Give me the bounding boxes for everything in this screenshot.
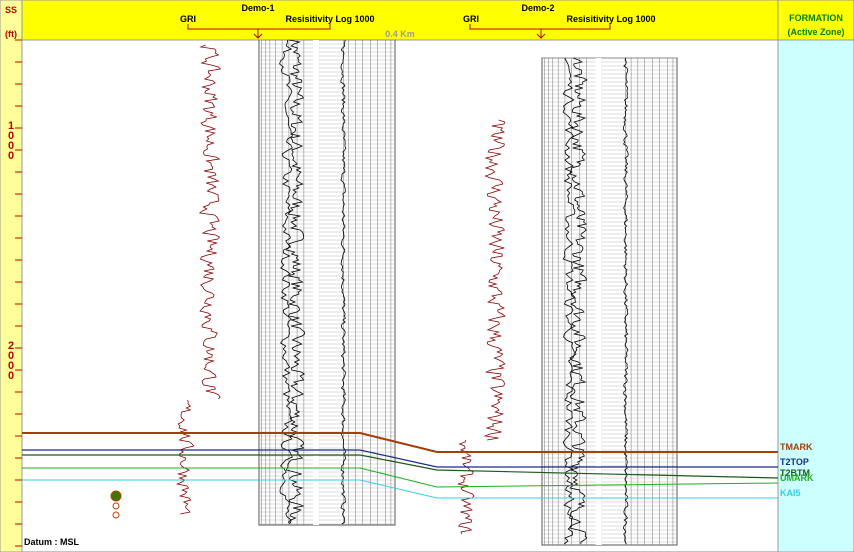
- log-name: Resisitivity Log 1000: [285, 14, 374, 24]
- well-name: Demo-2: [521, 3, 554, 13]
- formation-top: [22, 467, 779, 488]
- log-curve: [285, 39, 306, 525]
- depth-label: 1000: [5, 120, 17, 160]
- formation-subtitle: (Active Zone): [787, 27, 844, 37]
- header-band: [21, 0, 779, 41]
- formation-top: [22, 432, 778, 453]
- formation-panel: [777, 0, 854, 552]
- formation-title: FORMATION: [789, 13, 843, 23]
- log-name: GRI: [463, 14, 479, 24]
- log-name: Resisitivity Log 1000: [566, 14, 655, 24]
- log-bracket: [469, 24, 611, 39]
- formation-top: [22, 454, 779, 479]
- log-curve: [340, 39, 347, 525]
- log-track: [541, 57, 678, 546]
- depth-label: 2000: [5, 340, 17, 380]
- log-curve: [562, 57, 576, 545]
- formation-label: UMARK: [780, 473, 814, 483]
- formation-header: [777, 0, 854, 41]
- formation-label: T2TOP: [780, 457, 809, 467]
- log-grid: [542, 57, 677, 545]
- formation-top: [22, 479, 778, 499]
- ruler-unit: (ft): [5, 29, 17, 39]
- formation-label: TMARK: [780, 442, 813, 452]
- log-curve: [483, 119, 506, 441]
- formation-label: KAI5: [780, 488, 801, 498]
- depth-ruler: [0, 0, 23, 552]
- log-curve: [198, 44, 222, 400]
- formation-top: [22, 449, 778, 468]
- datum-label: Datum : MSL: [24, 537, 80, 547]
- well-name: Demo-1: [241, 3, 274, 13]
- well-symbol: [110, 490, 122, 519]
- scale-label: 0.4 Km: [385, 29, 415, 39]
- formation-label: T2BTM: [780, 468, 810, 478]
- log-bracket: [187, 24, 331, 39]
- log-curve: [279, 39, 294, 524]
- log-curve: [622, 57, 629, 545]
- log-curve: [568, 57, 588, 544]
- log-name: GRI: [180, 14, 196, 24]
- ruler-title: SS: [5, 5, 17, 15]
- log-curve: [175, 399, 195, 515]
